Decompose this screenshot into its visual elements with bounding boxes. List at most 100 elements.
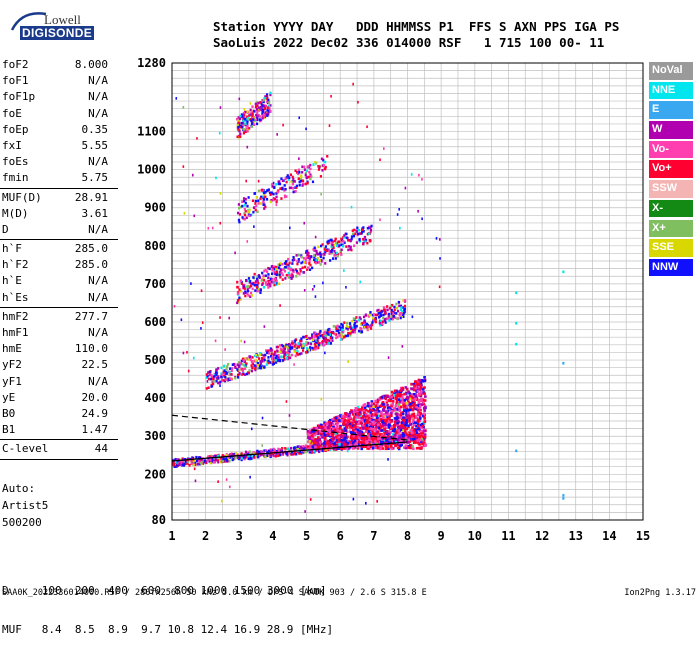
echo-point [386, 418, 390, 422]
echo-point [347, 239, 350, 242]
echo-point [281, 451, 285, 455]
echo-point [420, 403, 423, 406]
echo-point [254, 289, 257, 292]
echo-point [278, 451, 281, 455]
x-tick-label: 7 [370, 529, 377, 543]
echo-point [358, 232, 361, 235]
echo-point [195, 455, 198, 459]
echo-point [256, 354, 260, 358]
echo-point [213, 461, 216, 464]
echo-point [251, 362, 254, 365]
echo-point [328, 426, 331, 430]
echo-point [325, 340, 328, 344]
echo-point [388, 445, 391, 448]
echo-point [343, 234, 346, 237]
echo-point [301, 266, 304, 270]
echo-point [321, 340, 324, 343]
echo-point [250, 455, 253, 459]
echo-point [262, 191, 266, 195]
echo-point [263, 113, 266, 117]
echo-point [337, 240, 341, 243]
echo-point [314, 344, 317, 348]
echo-point [315, 252, 318, 255]
echo-point [256, 362, 260, 365]
echo-point [409, 407, 412, 410]
echo-point [317, 424, 321, 428]
echo-point [379, 422, 383, 426]
echo-point [341, 328, 344, 332]
echo-point [312, 254, 316, 257]
param-row-foep: foEp 0.35 [0, 122, 120, 138]
echo-point [359, 432, 363, 436]
echo-point [402, 299, 405, 302]
echo-point [228, 316, 231, 320]
echo-point [369, 440, 372, 443]
echo-point [351, 330, 354, 334]
echo-point [247, 371, 250, 374]
legend-item-x: X- [649, 199, 693, 218]
echo-point [319, 343, 322, 347]
echo-point [311, 338, 314, 342]
echo-point [410, 173, 413, 176]
echo-point [223, 379, 227, 383]
echo-point [338, 419, 341, 422]
echo-point [256, 210, 259, 213]
echo-point [244, 130, 247, 134]
echo-point [193, 214, 196, 218]
echo-point [242, 292, 245, 295]
echo-point [236, 280, 239, 284]
echo-point [288, 176, 291, 180]
echo-point [386, 440, 390, 444]
echo-point [283, 348, 286, 351]
echo-point [206, 459, 209, 462]
echo-point [403, 310, 407, 313]
echo-point [365, 415, 369, 418]
echo-point [246, 115, 249, 119]
echo-point [328, 329, 332, 332]
echo-point [404, 430, 407, 433]
echo-point [205, 387, 208, 390]
echo-point [268, 281, 271, 284]
echo-point [302, 335, 305, 339]
echo-point [318, 331, 321, 335]
echo-point [331, 419, 335, 422]
echo-point [251, 199, 255, 203]
echo-point [387, 426, 391, 429]
echo-point [351, 328, 355, 332]
echo-point [343, 437, 346, 441]
echo-point [306, 429, 310, 433]
echo-point [380, 434, 384, 437]
echo-point [405, 405, 409, 408]
echo-point [353, 228, 356, 232]
echo-point [300, 448, 303, 452]
echo-point [325, 249, 328, 253]
y-tick-label: 200 [144, 467, 166, 481]
echo-point [247, 294, 250, 297]
echo-point [395, 412, 399, 416]
echo-point [367, 445, 370, 449]
echo-point [216, 376, 219, 380]
echo-point [338, 439, 342, 443]
echo-point [268, 267, 271, 271]
echo-point [307, 175, 310, 179]
echo-point [414, 385, 418, 389]
echo-point [355, 316, 358, 319]
echo-point [381, 419, 384, 423]
echo-point [398, 431, 401, 434]
echo-point [397, 398, 401, 402]
echo-point [350, 426, 354, 429]
echo-point [321, 435, 324, 439]
echo-point [407, 438, 411, 441]
echo-point [281, 262, 284, 266]
echo-point [242, 116, 245, 120]
echo-point [237, 123, 241, 126]
echo-point [401, 386, 404, 390]
echo-point [401, 436, 405, 439]
echo-point [269, 361, 272, 364]
echo-point [217, 480, 219, 483]
y-tick-label: 300 [144, 429, 166, 443]
echo-point [338, 440, 342, 444]
echo-point [377, 312, 381, 315]
echo-point [420, 390, 423, 394]
echo-point [356, 445, 359, 449]
